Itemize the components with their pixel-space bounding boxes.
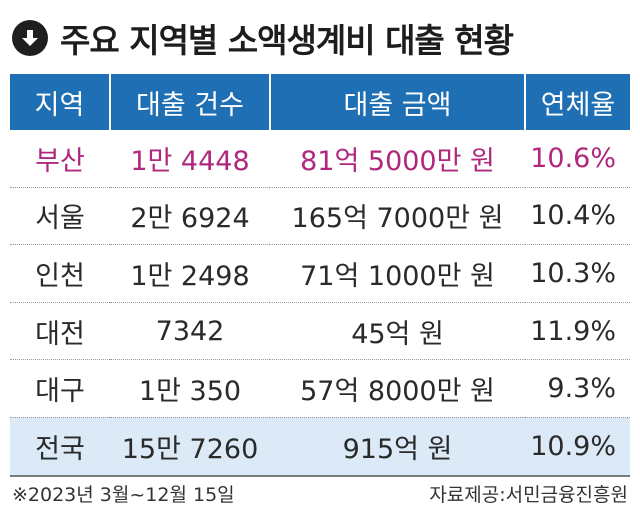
loan-table: 지역 대출 건수 대출 금액 연체율 부산 1만 4448 81억 5000만 … <box>10 74 630 477</box>
rate-cell: 10.6% <box>525 130 630 188</box>
amount-cell: 915억 원 <box>270 417 525 477</box>
table-row: 대전 7342 45억 원 11.9% <box>10 302 630 361</box>
period-note: ※2023년 3월~12월 15일 <box>12 484 235 506</box>
rate-cell: 11.9% <box>525 302 630 361</box>
rate-cell: 10.9% <box>525 417 630 477</box>
rate-cell: 10.3% <box>525 244 630 303</box>
column-header-count: 대출 건수 <box>110 74 271 130</box>
table-header-row: 지역 대출 건수 대출 금액 연체율 <box>10 74 630 130</box>
title-row: 주요 지역별 소액생계비 대출 현황 <box>12 14 514 62</box>
column-header-amount: 대출 금액 <box>270 74 526 130</box>
rate-cell: 10.4% <box>525 187 630 246</box>
count-cell: 7342 <box>110 302 270 361</box>
down-arrow-circle-icon <box>12 20 48 56</box>
rate-cell: 9.3% <box>525 359 630 418</box>
region-cell: 인천 <box>10 244 110 303</box>
count-cell: 2만 6924 <box>110 187 270 246</box>
count-cell: 15만 7260 <box>110 417 270 477</box>
amount-cell: 165억 7000만 원 <box>270 187 525 246</box>
table-row: 대구 1만 350 57억 8000만 원 9.3% <box>10 359 630 418</box>
table-row-total: 전국 15만 7260 915억 원 10.9% <box>10 417 630 477</box>
count-cell: 1만 2498 <box>110 244 270 303</box>
region-cell: 대전 <box>10 302 110 361</box>
table-row: 인천 1만 2498 71억 1000만 원 10.3% <box>10 244 630 303</box>
count-cell: 1만 350 <box>110 359 270 418</box>
table-row: 부산 1만 4448 81억 5000만 원 10.6% <box>10 130 630 188</box>
region-cell: 서울 <box>10 187 110 246</box>
amount-cell: 71억 1000만 원 <box>270 244 525 303</box>
region-cell: 부산 <box>10 130 110 188</box>
footer: ※2023년 3월~12월 15일 자료제공:서민금융진흥원 <box>12 480 628 507</box>
table-row: 서울 2만 6924 165억 7000만 원 10.4% <box>10 187 630 246</box>
column-header-region: 지역 <box>10 74 111 130</box>
source-note: 자료제공:서민금융진흥원 <box>429 484 628 506</box>
column-header-rate: 연체율 <box>525 74 630 130</box>
amount-cell: 81억 5000만 원 <box>270 130 525 188</box>
amount-cell: 45억 원 <box>270 302 525 361</box>
region-cell: 전국 <box>10 417 110 477</box>
region-cell: 대구 <box>10 359 110 418</box>
amount-cell: 57억 8000만 원 <box>270 359 525 418</box>
count-cell: 1만 4448 <box>110 130 270 188</box>
page-title: 주요 지역별 소액생계비 대출 현황 <box>60 21 514 60</box>
